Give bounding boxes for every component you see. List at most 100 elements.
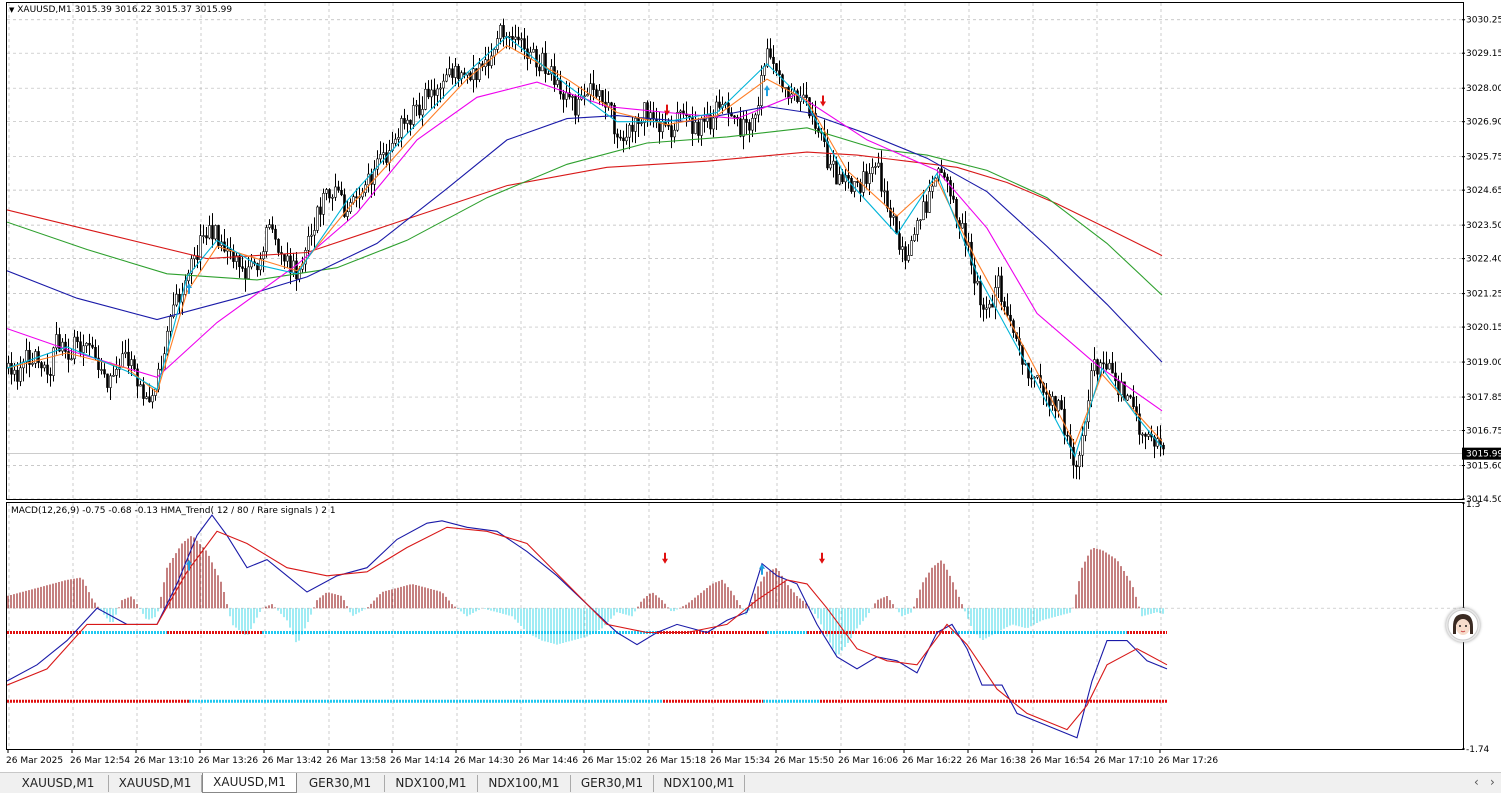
chart-tab[interactable]: XAUUSD,M1 [8,775,109,792]
candle-body [1081,435,1084,456]
candle-body [169,316,172,332]
candle-body [535,49,538,68]
candle-body [643,102,646,123]
candle-body [697,121,700,136]
time-tick-label: 26 Mar 15:34 [710,756,770,766]
candle-body [400,118,403,138]
candle-body [787,87,790,99]
candle-body [55,334,58,349]
macd-tick-label: 1.3 [1466,500,1480,510]
candle-body [1027,362,1030,379]
candle-body [601,90,604,103]
chart-tab[interactable]: GER30,M1 [571,775,654,792]
scroll-right-icon[interactable]: › [1490,775,1495,789]
candle-body [1090,370,1093,402]
candle-body [625,136,628,142]
candle-body [1060,400,1063,410]
candle-body [1162,444,1165,450]
time-tick-label: 26 Mar 16:54 [1030,756,1090,766]
price-tick-label: 3026.90 [1466,118,1501,128]
chart-tab[interactable]: NDX100,M1 [478,775,571,792]
candle-body [889,207,892,218]
candle-body [1075,464,1078,468]
candle-body [892,215,895,218]
candle-body [178,293,181,303]
candle-body [478,63,481,80]
time-tick-label: 26 Mar 14:30 [454,756,514,766]
candle-body [712,117,715,130]
candle-body [871,166,874,174]
candle-body [412,105,415,125]
candle-body [40,362,43,369]
candle-body [367,173,370,186]
time-tick-label: 26 Mar 13:42 [262,756,322,766]
candle-body [748,122,751,131]
candle-body [97,357,100,370]
chart-tab[interactable]: XAUUSD,M1 [109,775,202,792]
avatar[interactable] [1446,608,1480,642]
indicator-header: MACD(12,26,9) -0.75 -0.68 -0.13 HMA_Tren… [11,506,336,516]
chart-tab[interactable]: XAUUSD,M1 [202,773,297,793]
candle-body [25,349,28,363]
candle-body [256,263,259,271]
candle-body [868,173,871,184]
candle-body [451,68,454,78]
candle-body [667,124,670,127]
dropdown-triangle-icon[interactable]: ▼ [9,6,15,14]
candle-body [1036,375,1039,378]
time-axis: 26 Mar 2025 26 Mar 12:54 26 Mar 13:10 26 Ma… [6,750,1218,766]
candle-body [52,347,55,376]
candle-body [421,109,424,116]
price-tick-label: 3016.75 [1466,427,1501,437]
price-tick-label: 3025.75 [1466,153,1501,163]
sell-arrow-icon [819,552,825,564]
chart-tab[interactable]: NDX100,M1 [385,775,478,792]
candle-body [1000,275,1003,302]
scroll-left-icon[interactable]: ‹ [1474,775,1479,789]
candle-body [172,304,175,317]
chart-tab[interactable]: NDX100,M1 [654,775,745,792]
price-axis: 3030.25 3029.15 3028.00 3026.90 3025.75 3024.… [1462,16,1501,755]
candle-body [13,369,16,375]
candle-body [760,75,763,106]
candle-body [418,104,421,116]
candle-body [865,171,868,184]
price-chart-pane[interactable] [6,2,1464,500]
candle-body [1132,396,1135,407]
candle-body [373,168,376,185]
time-tick-label: 26 Mar 14:46 [518,756,578,766]
candle-body [100,369,103,371]
candle-body [88,342,91,346]
candle-body [328,189,331,199]
current-price-label: 3015.99 [1466,450,1501,460]
time-tick-label: 26 Mar 15:18 [646,756,706,766]
moving-average-line [6,105,1163,363]
price-tick-label: 3029.15 [1466,49,1501,59]
candle-body [718,101,721,108]
candle-body [211,225,214,240]
macd-pane[interactable] [6,502,1464,750]
time-tick-label: 26 Mar 13:26 [198,756,258,766]
current-price-box [1462,447,1501,460]
candle-body [1153,436,1156,447]
candle-body [1093,359,1096,372]
candle-body [223,241,226,252]
candle-body [403,118,406,124]
candle-body [754,114,757,119]
price-tick-label: 3030.25 [1466,16,1501,26]
candle-body [28,349,31,365]
candle-body [922,201,925,221]
candle-body [775,63,778,71]
candle-body [1144,433,1147,437]
chart-tab[interactable]: GER30,M1 [296,775,385,792]
candle-body [772,56,775,64]
price-tick-label: 3024.65 [1466,186,1501,196]
candle-body [946,176,949,181]
symbol-header: ▼ XAUUSD,M1 3015.39 3016.22 3015.37 3015… [9,5,232,15]
candle-body [562,93,565,100]
candle-body [259,258,262,271]
candle-body [394,138,397,144]
candle-body [703,118,706,122]
candle-body [568,92,571,98]
time-tick-label: 26 Mar 15:02 [582,756,642,766]
